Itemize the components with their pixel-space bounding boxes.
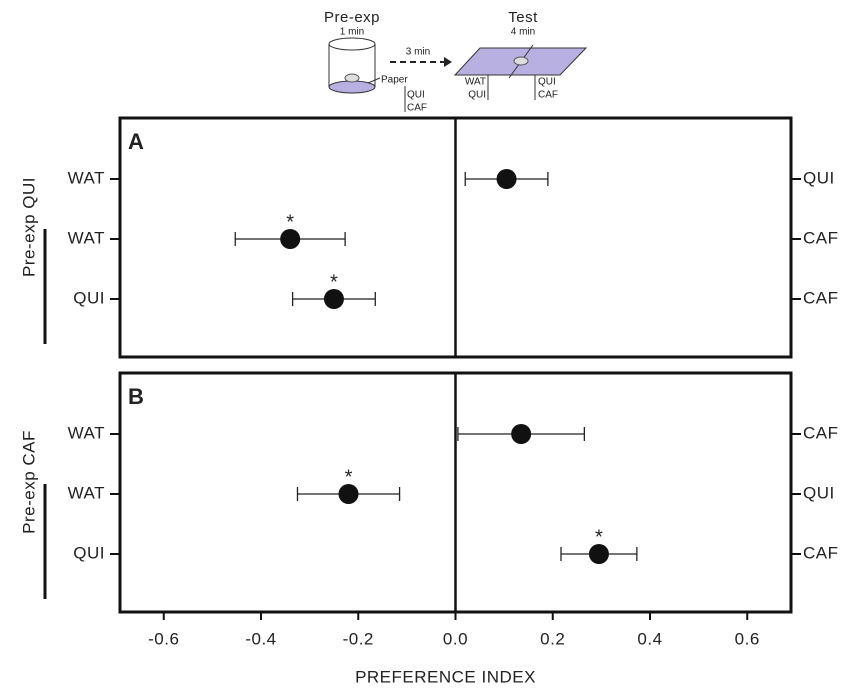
significance-star: * bbox=[286, 211, 294, 233]
test-time: 4 min bbox=[511, 27, 535, 38]
x-tick-label: 0.2 bbox=[540, 629, 565, 648]
arrow-head bbox=[444, 57, 452, 67]
insect bbox=[344, 73, 360, 83]
x-tick-label: -0.4 bbox=[245, 629, 276, 648]
row-right-label: CAF bbox=[803, 288, 839, 307]
row-label: WAT bbox=[68, 483, 105, 502]
x-tick-label: -0.6 bbox=[148, 629, 179, 648]
row-label: QUI bbox=[73, 543, 105, 562]
point bbox=[323, 289, 344, 309]
x-tick-label: 0.0 bbox=[443, 629, 468, 648]
point bbox=[496, 169, 517, 189]
row-label: WAT bbox=[68, 423, 105, 442]
x-tick-label: 0.4 bbox=[637, 629, 662, 648]
group-label: Pre-exp QUI bbox=[19, 177, 38, 277]
paper-label: CAF bbox=[407, 103, 427, 114]
significance-star: * bbox=[345, 466, 353, 488]
test-title: Test bbox=[508, 9, 538, 26]
point bbox=[588, 544, 609, 564]
row-right-label: CAF bbox=[803, 423, 839, 442]
test-label: WAT bbox=[465, 77, 486, 88]
x-tick-label: 0.6 bbox=[735, 629, 760, 648]
test-label: QUI bbox=[538, 77, 556, 88]
paper-label: Paper bbox=[381, 75, 408, 86]
test-label: CAF bbox=[538, 90, 558, 101]
row-right-label: QUI bbox=[803, 168, 835, 187]
x-axis-title: PREFERENCE INDEX bbox=[355, 667, 536, 686]
significance-star: * bbox=[595, 526, 603, 548]
row-label: WAT bbox=[68, 228, 105, 247]
test-label: QUI bbox=[468, 90, 486, 101]
x-tick-label: -0.2 bbox=[343, 629, 374, 648]
cup-top bbox=[328, 37, 376, 51]
experiment-diagram: Pre-exp 1 min Paper QUI CAF 3 min Test 4… bbox=[324, 9, 588, 114]
panel-letter: B bbox=[128, 384, 144, 409]
row-label: QUI bbox=[73, 288, 105, 307]
pre-exp-title: Pre-exp bbox=[324, 9, 380, 26]
point bbox=[338, 484, 359, 504]
point bbox=[280, 229, 301, 249]
interval-label: 3 min bbox=[406, 47, 430, 58]
paper-label: QUI bbox=[407, 90, 425, 101]
point bbox=[511, 424, 532, 444]
row-label: WAT bbox=[68, 168, 105, 187]
row-right-label: CAF bbox=[803, 228, 839, 247]
group-label: Pre-exp CAF bbox=[19, 430, 38, 534]
pre-exp-time: 1 min bbox=[340, 27, 364, 38]
insect bbox=[513, 56, 529, 66]
row-right-label: QUI bbox=[803, 483, 835, 502]
row-right-label: CAF bbox=[803, 543, 839, 562]
paper-line bbox=[367, 77, 406, 112]
significance-star: * bbox=[330, 271, 338, 293]
panel-letter: A bbox=[128, 129, 144, 154]
